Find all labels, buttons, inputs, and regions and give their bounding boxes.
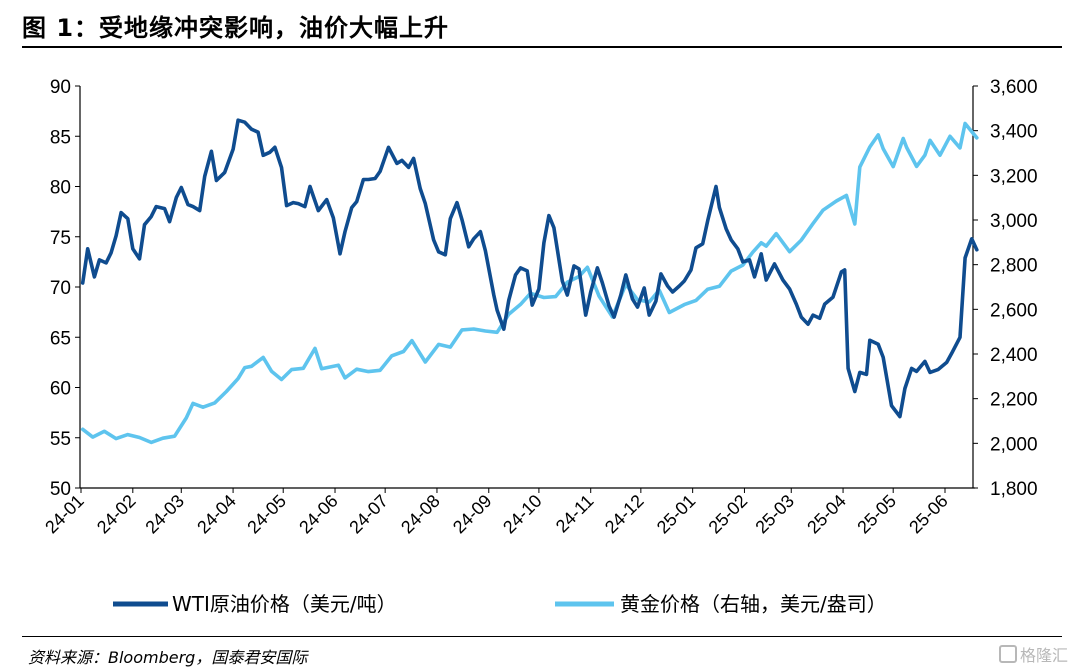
x-tick-label: 24-04 <box>193 491 240 538</box>
y-left-tick-label: 65 <box>50 328 71 349</box>
watermark-text: 格隆汇 <box>1019 646 1068 665</box>
series-layer <box>80 118 979 445</box>
source-note: 资料来源：Bloomberg，国泰君安国际 <box>28 648 308 667</box>
x-tick-label: 24-06 <box>295 491 342 538</box>
y-right-axis: 1,800 2,000 2,200 2,400 2,600 2,800 3,000 3,200… <box>973 77 1038 500</box>
x-axis: 24-01 24-02 24-03 24-04 24-05 24-06 24-07 24-08… <box>41 488 952 537</box>
y-right-tick-label: 3,400 <box>990 122 1038 143</box>
y-left-tick-label: 85 <box>50 127 71 148</box>
x-tick-label: 24-07 <box>345 491 392 538</box>
y-right-tick-label: 1,800 <box>990 479 1038 500</box>
y-left-tick-label: 55 <box>50 429 71 450</box>
y-left-tick-label: 70 <box>50 278 71 299</box>
y-left-tick-label: 50 <box>50 479 71 500</box>
y-right-tick-label: 2,600 <box>990 300 1038 321</box>
y-right-tick-label: 2,800 <box>990 256 1038 277</box>
x-tick-label: 25-02 <box>705 491 752 538</box>
legend-wti-label: WTI原油价格（美元/吨） <box>172 592 397 616</box>
x-tick-label: 24-03 <box>141 491 188 538</box>
y-left-tick-label: 75 <box>50 228 71 249</box>
x-tick-label: 25-05 <box>853 491 900 538</box>
footer-divider <box>22 636 1062 637</box>
x-tick-label: 24-02 <box>93 491 140 538</box>
chart-legend: WTI原油价格（美元/吨） 黄金价格（右轴，美元/盎司） <box>113 592 887 616</box>
y-right-tick-label: 2,200 <box>990 390 1038 411</box>
page-title: 图 1：受地缘冲突影响，油价大幅上升 <box>22 14 450 42</box>
x-tick-label: 25-03 <box>751 491 798 538</box>
x-tick-label: 24-05 <box>243 491 290 538</box>
watermark-logo-icon <box>998 645 1017 663</box>
y-left-axis: 50 55 60 65 70 75 80 85 90 <box>50 77 80 500</box>
x-tick-label: 24-11 <box>552 491 598 537</box>
y-right-tick-label: 3,000 <box>990 211 1038 232</box>
y-right-tick-label: 3,200 <box>990 166 1038 187</box>
y-left-tick-label: 60 <box>50 379 71 400</box>
chart-axes <box>79 86 975 489</box>
legend-gold-label: 黄金价格（右轴，美元/盎司） <box>620 592 887 616</box>
x-tick-label: 24-09 <box>449 491 496 538</box>
watermark: 格隆汇 <box>998 642 1068 666</box>
x-tick-label: 24-08 <box>397 491 444 538</box>
x-tick-label: 25-06 <box>905 491 952 538</box>
y-left-tick-label: 90 <box>50 77 71 98</box>
x-tick-label: 25-04 <box>803 491 850 538</box>
y-right-tick-label: 2,000 <box>990 434 1038 455</box>
x-tick-label: 24-12 <box>601 491 648 538</box>
y-right-tick-label: 2,400 <box>990 345 1038 366</box>
y-right-tick-label: 3,600 <box>990 77 1038 98</box>
gold-line-series <box>80 121 979 445</box>
title-divider <box>22 46 1062 48</box>
x-tick-label: 25-01 <box>653 491 700 538</box>
wti-line-series <box>80 118 979 419</box>
y-left-tick-label: 80 <box>50 178 71 199</box>
x-tick-label: 24-10 <box>499 491 546 538</box>
